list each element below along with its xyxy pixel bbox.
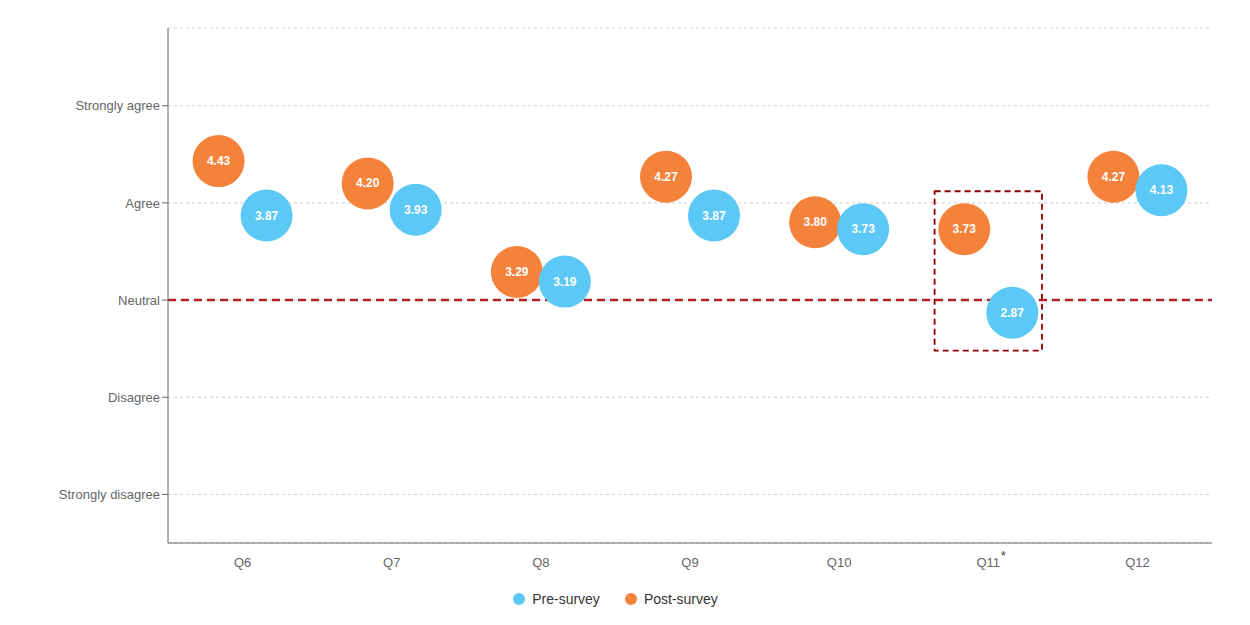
svg-text:Agree: Agree <box>125 196 160 211</box>
svg-text:3.19: 3.19 <box>553 275 577 289</box>
svg-text:Neutral: Neutral <box>118 293 160 308</box>
svg-text:4.27: 4.27 <box>1102 170 1126 184</box>
svg-text:2.87: 2.87 <box>1001 306 1025 320</box>
svg-text:*: * <box>1001 549 1006 563</box>
svg-text:Q8: Q8 <box>532 555 549 570</box>
svg-text:Q6: Q6 <box>234 555 251 570</box>
svg-text:Strongly agree: Strongly agree <box>75 98 160 113</box>
svg-text:Q9: Q9 <box>681 555 698 570</box>
svg-text:Q11: Q11 <box>976 555 1000 570</box>
svg-text:4.20: 4.20 <box>356 176 380 190</box>
svg-text:Strongly disagree: Strongly disagree <box>59 487 160 502</box>
svg-text:3.93: 3.93 <box>404 203 428 217</box>
svg-text:3.87: 3.87 <box>255 209 279 223</box>
svg-text:Disagree: Disagree <box>108 390 160 405</box>
svg-text:3.29: 3.29 <box>505 265 529 279</box>
svg-text:3.73: 3.73 <box>953 222 977 236</box>
svg-text:4.27: 4.27 <box>654 170 678 184</box>
html-text:Post-survey: Post-survey <box>643 591 718 607</box>
svg-text:3.80: 3.80 <box>803 215 827 229</box>
svg-text:3.87: 3.87 <box>702 209 726 223</box>
svg-text:Q10: Q10 <box>827 555 852 570</box>
svg-text:Q7: Q7 <box>383 555 400 570</box>
svg-text:3.73: 3.73 <box>851 222 875 236</box>
svg-text:4.13: 4.13 <box>1150 183 1174 197</box>
html-text:Pre-survey: Pre-survey <box>532 591 600 607</box>
svg-text:4.43: 4.43 <box>207 154 231 168</box>
svg-text:Q12: Q12 <box>1125 555 1150 570</box>
